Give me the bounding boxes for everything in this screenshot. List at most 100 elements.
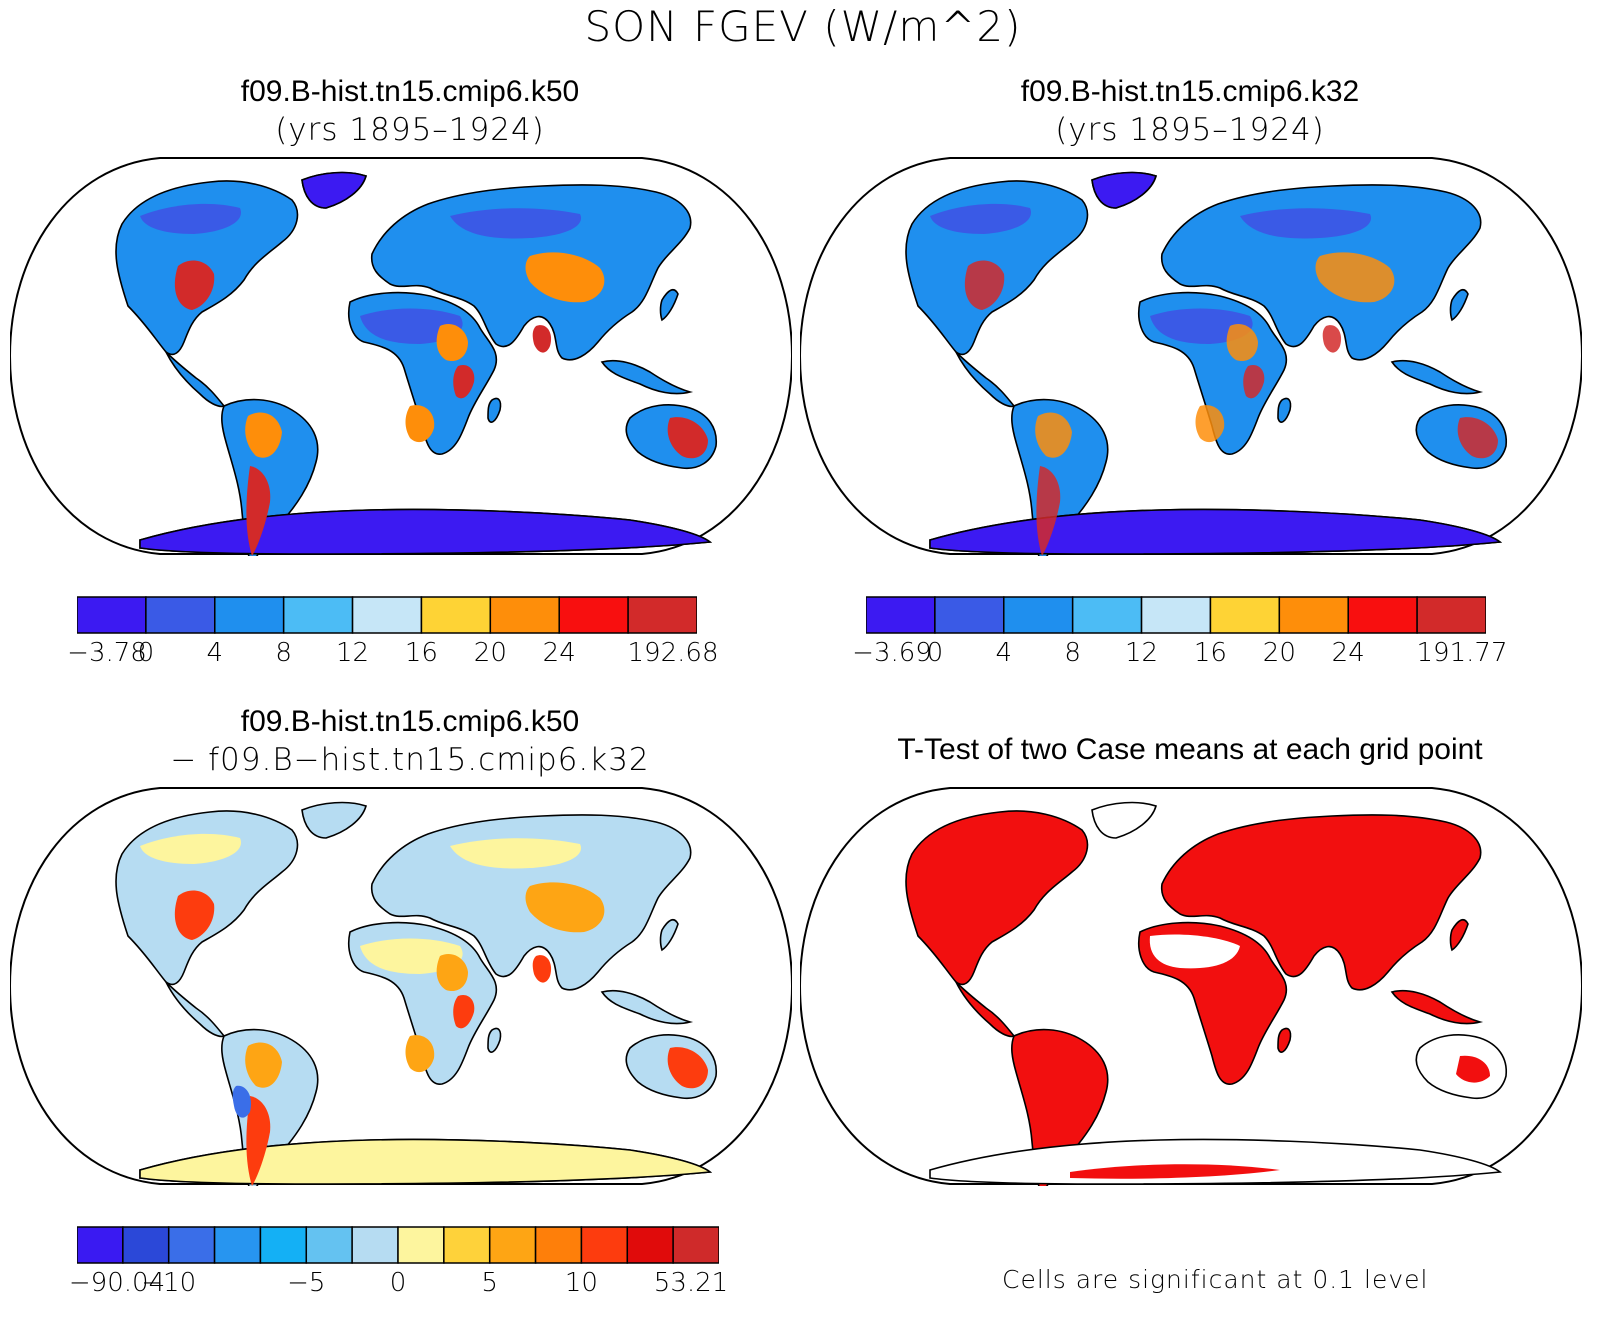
positive-difference-region (245, 1042, 282, 1088)
colorbar-tick-label: 10 (564, 1268, 598, 1298)
landmass-madagascar (1277, 397, 1292, 423)
colorbar-swatch (167, 1226, 216, 1264)
map-panel-k50 (10, 157, 792, 556)
landmass-greenland (301, 801, 367, 839)
colorbar-tick-label: −3.69 (852, 638, 932, 668)
colorbar-labels-k32: −3.69 0 4 8 12 16 20 24 191.77 (852, 638, 1507, 668)
colorbar-tick-label: 24 (1331, 638, 1365, 668)
colorbar-swatch (259, 1226, 308, 1264)
significant-region (1449, 918, 1469, 952)
colorbar-tick-label: 4 (206, 638, 224, 668)
map-panel-ttest (800, 787, 1582, 1186)
colorbar-swatch (627, 596, 697, 634)
greenland-low-flux (1091, 171, 1157, 209)
positive-difference-region (436, 953, 468, 992)
high-flux-region (1243, 364, 1265, 399)
landmass-madagascar (487, 1027, 502, 1053)
landmass-japan (659, 918, 679, 952)
colorbar-labels-k50: −3.78 0 4 8 12 16 20 24 192.68 (67, 638, 718, 668)
panel-title-line2: − f09.B−hist.tn15.cmip6.k32 (170, 742, 650, 778)
panel-title-bottom-left: f09.B-hist.tn15.cmip6.k50 − f09.B−hist.t… (30, 704, 790, 780)
high-flux-region (453, 364, 475, 399)
colorbar-swatch (626, 1226, 674, 1264)
colorbar-tick-label: 24 (542, 638, 576, 668)
colorbar-tick-label: 4 (995, 638, 1013, 668)
map-panel-k32 (800, 157, 1582, 556)
high-flux-region (1035, 412, 1072, 458)
colorbar-tick-label: 0 (389, 1268, 407, 1298)
landmass-japan (1449, 288, 1469, 322)
panel-title-top-left: f09.B-hist.tn15.cmip6.k50 (yrs 1895–1924… (30, 74, 790, 150)
colorbar-swatch (558, 596, 629, 634)
significant-region (905, 810, 1089, 986)
high-flux-region (532, 325, 552, 353)
map-panel-difference (10, 787, 792, 1186)
colorbar-swatch (866, 596, 936, 634)
colorbar-tick-label: −90.04 (68, 1268, 166, 1298)
colorbar-tick-label: −10 (141, 1268, 197, 1298)
colorbar-swatch (305, 1226, 353, 1264)
high-flux-region (174, 260, 215, 310)
colorbar-tick-label: −3.78 (67, 638, 147, 668)
colorbar-tick-label: 191.77 (1416, 638, 1508, 668)
low-flux-region (450, 208, 582, 239)
panel-title-top-right: f09.B-hist.tn15.cmip6.k32 (yrs 1895–1924… (800, 74, 1580, 150)
colorbar-k50 (77, 596, 697, 634)
colorbar-k32 (866, 596, 1486, 634)
low-flux-region (1150, 308, 1253, 344)
landmass-indonesia (600, 359, 694, 395)
high-flux-region (1457, 417, 1498, 459)
high-flux-region (964, 260, 1005, 310)
colorbar-tick-label: 53.21 (653, 1268, 729, 1298)
colorbar-swatch (77, 596, 147, 634)
colorbar-tick-label: 0 (137, 638, 155, 668)
greenland-low-flux (301, 171, 367, 209)
colorbar-tick-label: −5 (287, 1268, 326, 1298)
significant-region (1390, 989, 1484, 1025)
high-flux-region (1322, 325, 1342, 353)
colorbar-labels-difference: −90.04 −10 −5 0 5 10 53.21 (69, 1268, 728, 1298)
colorbar-tick-label: 16 (1193, 638, 1227, 668)
colorbar-swatch (145, 596, 216, 634)
low-flux-region (930, 203, 1031, 234)
negative-difference-region (232, 1085, 252, 1118)
colorbar-tick-label: 5 (481, 1268, 498, 1298)
panel-title-line2: (yrs 1895–1924) (1055, 112, 1325, 148)
significant-region (1070, 1164, 1280, 1179)
high-flux-region (667, 417, 708, 459)
colorbar-tick-label: 8 (1064, 638, 1081, 668)
positive-difference-region (405, 1035, 435, 1073)
colorbar-tick-label: 20 (473, 638, 507, 668)
landmass-madagascar (487, 397, 502, 423)
low-flux-region (1240, 208, 1372, 239)
panel-title-line1: f09.B-hist.tn15.cmip6.k50 (240, 705, 580, 738)
figure-title: SON FGEV (W/m^2) (584, 2, 1022, 51)
colorbar-tick-label: 8 (275, 638, 292, 668)
high-flux-region (1226, 323, 1258, 362)
colorbar-swatch (1003, 596, 1074, 634)
high-flux-region (1195, 405, 1225, 443)
positive-difference-region (525, 882, 605, 933)
colorbar-tick-label: 12 (1125, 638, 1159, 668)
colorbar-swatch (1278, 596, 1349, 634)
significance-note: Cells are significant at 0.1 level (1002, 1265, 1429, 1294)
low-flux-region (360, 308, 463, 344)
colorbar-swatch (351, 1226, 399, 1264)
panel-title-line1: f09.B-hist.tn15.cmip6.k32 (1020, 75, 1360, 108)
panel-title-line2: (yrs 1895–1924) (275, 112, 545, 148)
colorbar-swatch (420, 596, 492, 634)
colorbar-swatch (213, 1226, 262, 1264)
colorbar-tick-label: 20 (1262, 638, 1296, 668)
significant-region (1277, 1027, 1292, 1053)
landmass-indonesia (1390, 359, 1484, 395)
colorbar-tick-label: 0 (926, 638, 944, 668)
positive-difference-region (453, 994, 475, 1029)
landmass-indonesia (600, 989, 694, 1025)
not-significant-region (1091, 801, 1157, 839)
antarctica-diff (139, 1138, 713, 1185)
near-zero-region (450, 838, 582, 869)
high-flux-region (525, 252, 605, 303)
high-flux-region (246, 466, 271, 556)
low-flux-region (140, 203, 241, 234)
colorbar-swatch (488, 1226, 537, 1264)
